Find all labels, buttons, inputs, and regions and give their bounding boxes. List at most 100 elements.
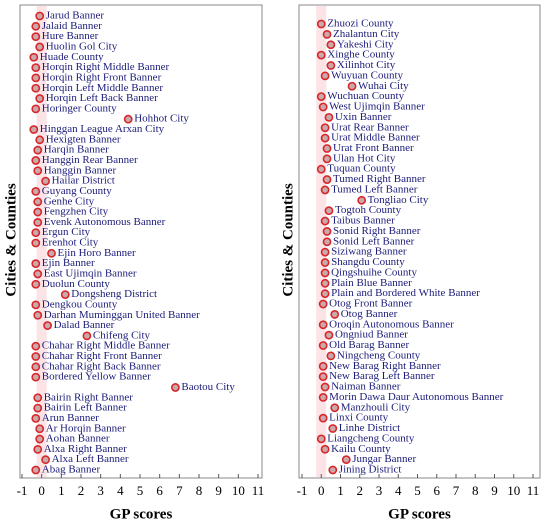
point-label: Plain Blue Banner bbox=[331, 277, 412, 289]
point-label: Evenk Autonomous Banner bbox=[44, 216, 166, 228]
dot bbox=[320, 444, 330, 454]
dot bbox=[330, 403, 340, 413]
dot bbox=[322, 237, 332, 247]
x-tick-label: 4 bbox=[117, 483, 124, 498]
x-tick-label: 7 bbox=[453, 483, 460, 498]
dot bbox=[31, 259, 41, 269]
point-label: Zhuozi County bbox=[327, 18, 394, 30]
x-tick-label: -1 bbox=[297, 483, 308, 498]
dot bbox=[31, 279, 41, 289]
dot bbox=[31, 32, 41, 42]
point-label: Tumed Left Banner bbox=[331, 183, 418, 195]
dot bbox=[320, 123, 330, 133]
dot bbox=[330, 310, 340, 319]
x-tick-label: 0 bbox=[38, 483, 45, 498]
x-tick-label: 1 bbox=[337, 483, 344, 498]
dot bbox=[33, 145, 43, 155]
point-label: New Barag Right Banner bbox=[329, 360, 441, 372]
point-label: Urat Middle Banner bbox=[331, 132, 420, 144]
point-label: Sonid Left Banner bbox=[333, 235, 415, 247]
point-label: Chahar Right Front Banner bbox=[42, 350, 162, 362]
dot bbox=[318, 320, 328, 330]
dot bbox=[316, 19, 326, 29]
point-label: Taibus Banner bbox=[331, 215, 395, 227]
dot bbox=[31, 83, 41, 93]
point-label: Genhe City bbox=[44, 195, 95, 207]
point-label: Bairin Left Banner bbox=[44, 402, 127, 414]
dot bbox=[318, 341, 328, 350]
dot bbox=[322, 144, 332, 153]
point-label: Horqin Left Back Banner bbox=[46, 92, 158, 104]
dot bbox=[35, 42, 45, 52]
point-label: Togtoh County bbox=[335, 204, 402, 216]
dot bbox=[33, 197, 43, 207]
y-axis-label: Cities & Counties bbox=[3, 183, 19, 296]
dot bbox=[320, 71, 330, 81]
point-label: Ejin Horo Banner bbox=[58, 247, 137, 259]
x-tick-label: 8 bbox=[472, 483, 479, 498]
point-label: Sonid Right Banner bbox=[333, 225, 421, 237]
dot bbox=[43, 321, 52, 330]
point-label: Siziwang Banner bbox=[331, 246, 407, 258]
point-label: Aohan Banner bbox=[46, 433, 110, 445]
x-tick-label: 10 bbox=[507, 483, 520, 498]
x-tick-label: 11 bbox=[252, 483, 265, 498]
point-label: Linhe District bbox=[339, 422, 400, 434]
point-label: Huade County bbox=[40, 51, 104, 63]
point-label: Yakeshi City bbox=[337, 38, 394, 50]
point-label: Hanggin Banner bbox=[44, 164, 117, 176]
point-label: Ar Horqin Banner bbox=[46, 422, 126, 434]
x-tick-label: 1 bbox=[58, 483, 65, 498]
dot bbox=[326, 40, 336, 50]
point-label: Urat Rear Banner bbox=[331, 121, 409, 133]
point-label: Darhan Muminggan United Banner bbox=[44, 309, 200, 321]
plot-frame bbox=[19, 4, 263, 479]
dot bbox=[324, 112, 334, 122]
dot bbox=[324, 206, 334, 216]
dot bbox=[31, 63, 41, 72]
point-label: Horqin Right Middle Banner bbox=[42, 61, 170, 73]
point-label: Jalaid Banner bbox=[42, 20, 103, 32]
dot bbox=[33, 269, 43, 279]
dot bbox=[316, 92, 326, 102]
point-label: Linxi County bbox=[329, 412, 388, 424]
x-tick-label: 3 bbox=[97, 483, 104, 498]
point-label: Duolun County bbox=[42, 278, 111, 290]
point-label: Urat Front Banner bbox=[333, 142, 414, 154]
point-label: Baotou City bbox=[181, 381, 235, 393]
x-tick-label: 3 bbox=[376, 483, 383, 498]
point-label: Uxin Banner bbox=[335, 111, 392, 123]
point-label: Kailu County bbox=[331, 443, 391, 455]
point-label: Erenhot City bbox=[42, 237, 99, 249]
point-label: Ongniud Banner bbox=[335, 329, 408, 341]
dot bbox=[31, 104, 41, 114]
point-label: Bairin Right Banner bbox=[44, 391, 134, 403]
point-label: Hinggan League Arxan City bbox=[40, 123, 165, 135]
x-tick-label: 7 bbox=[176, 483, 183, 498]
x-tick-label: 5 bbox=[137, 483, 144, 498]
dot bbox=[31, 362, 41, 372]
dot bbox=[328, 424, 338, 433]
point-label: Liangcheng County bbox=[327, 432, 415, 444]
point-label: Wuchuan County bbox=[327, 90, 404, 102]
point-label: Ejin Banner bbox=[42, 257, 95, 269]
dot bbox=[170, 383, 180, 392]
dot bbox=[326, 351, 336, 361]
y-axis-label: Cities & Counties bbox=[280, 183, 296, 296]
point-label: East Ujimqin Banner bbox=[44, 267, 137, 279]
dot bbox=[318, 102, 328, 112]
point-label: Qingshuihe County bbox=[331, 266, 417, 278]
point-label: Naiman Banner bbox=[331, 381, 401, 393]
x-tick-label: 0 bbox=[318, 483, 325, 498]
dot bbox=[29, 52, 39, 62]
point-label: Tumed Right Banner bbox=[333, 173, 426, 185]
dot bbox=[320, 247, 330, 257]
dot bbox=[35, 424, 45, 434]
dot bbox=[320, 289, 330, 299]
dot bbox=[31, 341, 41, 351]
point-label: Chahar Right Middle Banner bbox=[42, 340, 170, 352]
point-label: Hure Banner bbox=[42, 30, 99, 42]
x-tick-label: 9 bbox=[491, 483, 498, 498]
dot bbox=[318, 413, 328, 423]
dot bbox=[320, 216, 330, 226]
